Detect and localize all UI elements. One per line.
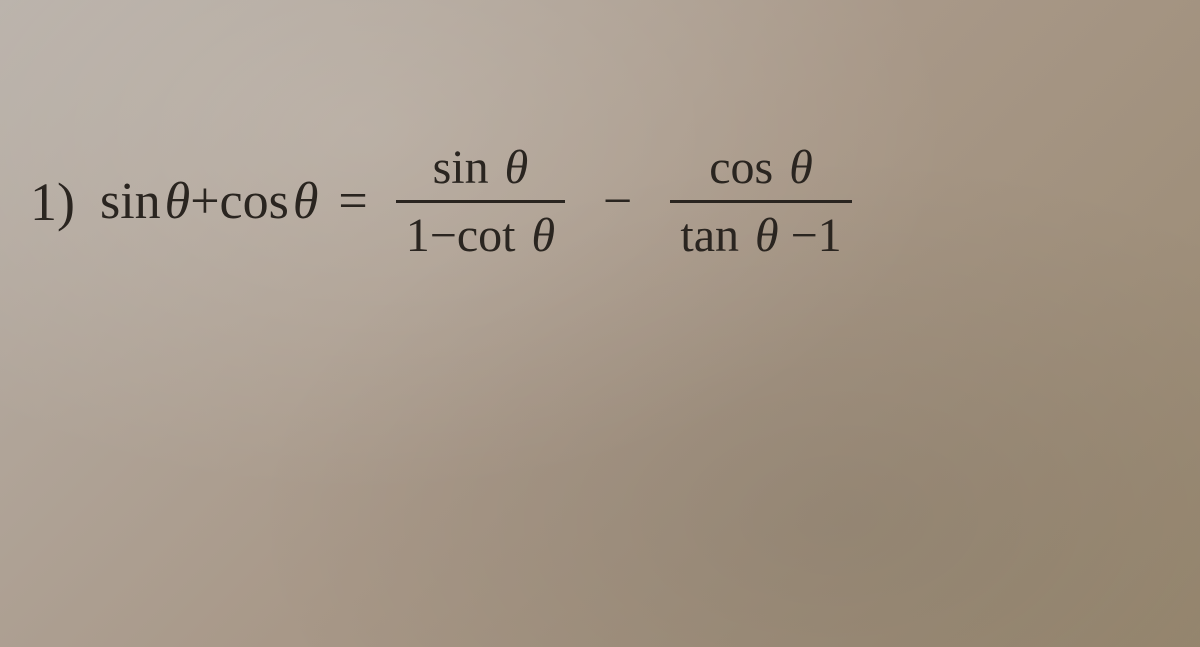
- problem-number: 1): [30, 171, 75, 233]
- frac2-denom-prefix: tan: [680, 209, 739, 262]
- fraction-1: sin θ 1−cot θ: [396, 140, 565, 263]
- fraction-2-numerator: cos θ: [699, 140, 823, 200]
- frac2-denom-suffix: −1: [791, 209, 842, 262]
- lhs-cos: cos: [220, 172, 289, 231]
- fraction-2: cos θ tan θ −1: [670, 140, 851, 263]
- frac2-num-theta: θ: [789, 141, 813, 194]
- equation-row: 1) sin θ + cos θ = sin θ 1−cot θ − cos θ…: [30, 140, 860, 263]
- fraction-2-denominator: tan θ −1: [670, 203, 851, 263]
- frac1-denom-theta: θ: [531, 209, 555, 262]
- lhs-theta1: θ: [165, 172, 191, 231]
- frac2-num-func: cos: [709, 141, 773, 194]
- lhs-theta2: θ: [293, 172, 319, 231]
- fraction-1-denominator: 1−cot θ: [396, 203, 565, 263]
- frac1-denom-prefix: 1−cot: [406, 209, 516, 262]
- lhs-plus: +: [190, 172, 219, 231]
- fraction-1-numerator: sin θ: [423, 140, 539, 200]
- equals-sign: =: [338, 172, 367, 231]
- left-hand-side: sin θ + cos θ: [100, 172, 318, 231]
- frac1-num-func: sin: [433, 141, 489, 194]
- frac1-num-theta: θ: [505, 141, 529, 194]
- lhs-sin: sin: [100, 172, 161, 231]
- minus-operator: −: [603, 172, 632, 231]
- paper-background: [0, 0, 1200, 647]
- frac2-denom-theta: θ: [755, 209, 779, 262]
